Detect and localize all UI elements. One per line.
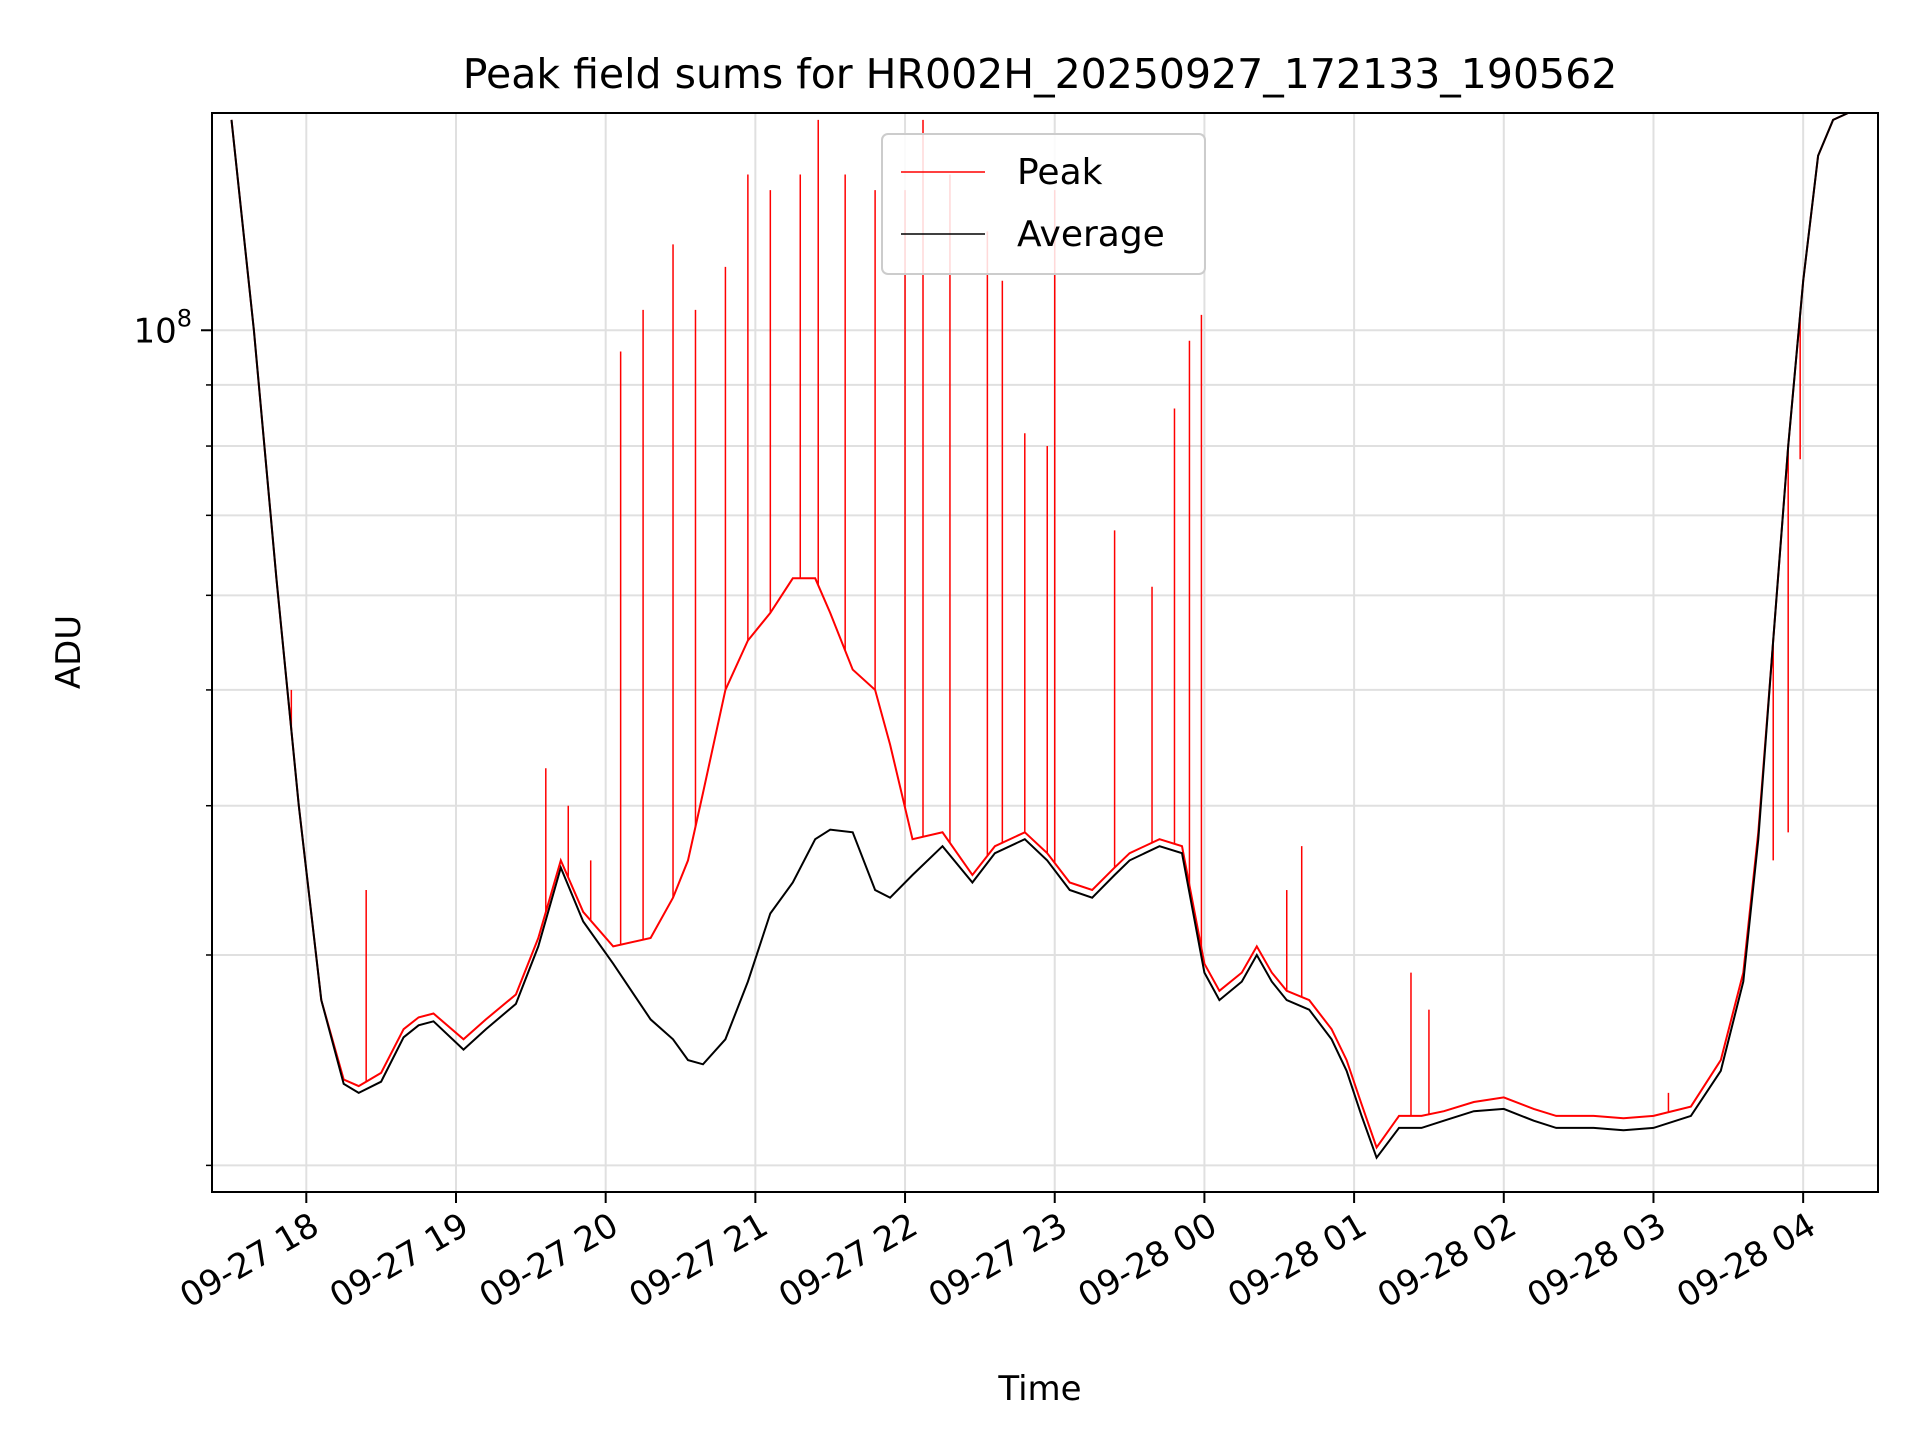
legend: Peak Average xyxy=(881,133,1206,275)
y-axis-label: ADU xyxy=(49,615,89,689)
x-axis-label: Time xyxy=(997,1369,1081,1409)
y-tick-label-base: 10 xyxy=(133,311,176,351)
plot-area xyxy=(212,113,1878,1192)
plot-frame xyxy=(211,112,1879,1193)
chart-title: Peak field sums for HR002H_20250927_1721… xyxy=(463,50,1618,98)
legend-label-average: Average xyxy=(1017,214,1165,255)
legend-box xyxy=(881,133,1206,275)
legend-label-peak: Peak xyxy=(1017,152,1103,193)
y-tick-label-exponent: 8 xyxy=(177,304,192,332)
series-line-peak xyxy=(230,113,1863,1150)
series-line-average xyxy=(230,113,1863,1160)
grid xyxy=(212,113,1878,1192)
y-tick-label: 108 xyxy=(133,304,192,351)
